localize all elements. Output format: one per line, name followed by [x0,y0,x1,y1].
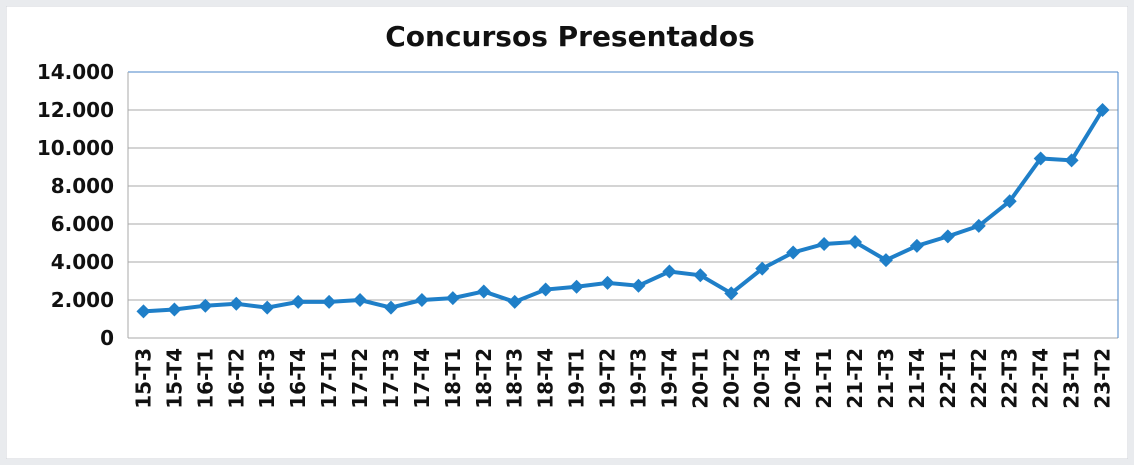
y-tick-label: 6.000 [51,212,114,236]
x-tick-label: 18-T3 [503,348,527,409]
x-tick-label: 22-T1 [936,348,960,409]
x-tick-label: 19-T4 [657,348,681,409]
x-tick-label: 20-T3 [750,348,774,409]
x-tick-label: 19-T3 [626,348,650,409]
data-marker [476,284,491,299]
data-marker [538,282,553,297]
x-tick-label: 22-T4 [1029,348,1053,409]
data-marker [940,229,955,244]
x-tick-label: 15-T3 [131,348,155,409]
data-marker [414,293,429,307]
x-tick-label: 17-T2 [348,348,372,409]
x-tick-label: 23-T1 [1060,348,1084,409]
x-tick-label: 18-T1 [441,348,465,409]
x-tick-label: 21-T4 [905,348,929,409]
x-tick-label: 16-T1 [193,348,217,409]
x-tick-label: 22-T3 [998,348,1022,409]
x-tick-label: 20-T4 [781,348,805,409]
data-marker [445,291,460,306]
x-tick-label: 16-T4 [286,348,310,409]
y-tick-label: 4.000 [51,250,114,274]
y-tick-label: 0 [100,326,114,350]
data-marker [909,238,924,253]
chart-background [6,6,1128,459]
data-marker [383,300,398,315]
data-marker [878,253,893,268]
x-tick-label: 21-T1 [812,348,836,409]
data-marker [724,286,739,301]
x-tick-label: 17-T1 [317,348,341,409]
chart: Concursos Presentados 0 2.000 4.000 6.000 8.… [6,6,1128,459]
y-tick-label: 8.000 [51,174,114,198]
data-marker [1033,151,1048,166]
data-marker [848,235,863,250]
data-marker [786,245,801,260]
data-marker [1002,194,1017,209]
data-marker [198,298,213,313]
x-tick-label: 20-T2 [719,348,743,409]
data-marker [1095,103,1110,117]
y-tick-label: 14.000 [37,60,114,84]
data-marker [229,296,244,311]
x-tick-label: 21-T2 [843,348,867,409]
data-marker [662,264,677,279]
y-tick-label: 2.000 [51,288,114,312]
x-tick-label: 22-T2 [967,348,991,409]
data-marker [167,302,182,317]
x-tick-label: 19-T1 [565,348,589,409]
x-tick-label: 16-T3 [255,348,279,409]
x-tick-label: 21-T3 [874,348,898,409]
x-tick-label: 23-T2 [1091,348,1115,409]
data-marker [1064,153,1079,168]
x-tick-label: 15-T4 [162,348,186,409]
data-marker [569,279,584,294]
data-marker [693,268,708,283]
data-marker [291,294,306,309]
x-tick-label: 16-T2 [224,348,248,409]
data-marker [631,278,646,293]
chart-title: Concursos Presentados [385,20,755,53]
data-marker [507,294,522,309]
y-tick-label: 10.000 [37,136,114,160]
data-marker [260,300,275,315]
data-marker [136,304,151,319]
data-marker [600,275,615,290]
x-tick-label: 19-T2 [596,348,620,409]
y-tick-label: 12.000 [37,98,114,122]
data-marker [353,293,368,307]
x-tick-label: 17-T3 [379,348,403,409]
data-marker [817,236,832,251]
x-tick-label: 18-T4 [534,348,558,409]
data-marker [971,218,986,233]
x-tick-label: 18-T2 [472,348,496,409]
x-tick-label: 17-T4 [410,348,434,409]
x-tick-label: 20-T1 [688,348,712,409]
data-marker [755,261,770,276]
data-marker [322,294,337,309]
